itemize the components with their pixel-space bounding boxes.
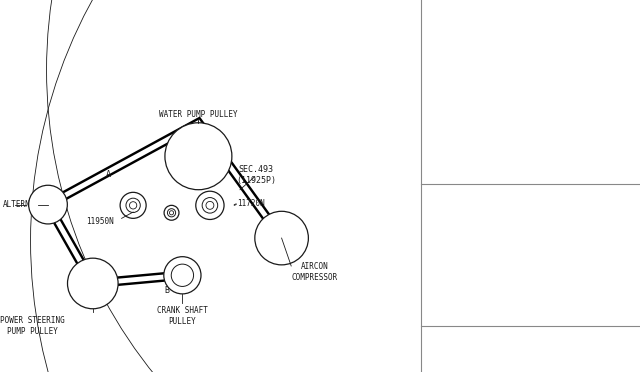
Text: 11950N: 11950N bbox=[86, 217, 114, 226]
Circle shape bbox=[29, 185, 67, 224]
Circle shape bbox=[120, 192, 146, 218]
Text: SEC.493
(11925P): SEC.493 (11925P) bbox=[236, 165, 276, 185]
Text: B: B bbox=[164, 286, 169, 295]
Circle shape bbox=[168, 209, 175, 217]
Circle shape bbox=[170, 211, 173, 215]
Text: POWER STEERING
PUMP PULLEY: POWER STEERING PUMP PULLEY bbox=[0, 316, 65, 336]
Circle shape bbox=[202, 198, 218, 213]
Text: ALTERNATOR: ALTERNATOR bbox=[3, 200, 49, 209]
Circle shape bbox=[165, 123, 232, 190]
Text: A: A bbox=[106, 170, 111, 179]
Circle shape bbox=[196, 191, 224, 219]
Text: AIRCON
COMPRESSOR: AIRCON COMPRESSOR bbox=[292, 262, 338, 282]
Circle shape bbox=[67, 258, 118, 309]
Text: WATER PUMP PULLEY: WATER PUMP PULLEY bbox=[159, 110, 237, 119]
Circle shape bbox=[255, 211, 308, 265]
Circle shape bbox=[164, 205, 179, 220]
Circle shape bbox=[126, 198, 140, 212]
Circle shape bbox=[172, 264, 193, 286]
Circle shape bbox=[206, 201, 214, 209]
Text: 11720N: 11720N bbox=[237, 199, 264, 208]
Text: CRANK SHAFT
PULLEY: CRANK SHAFT PULLEY bbox=[157, 306, 208, 326]
Circle shape bbox=[129, 202, 137, 209]
Circle shape bbox=[164, 257, 201, 294]
